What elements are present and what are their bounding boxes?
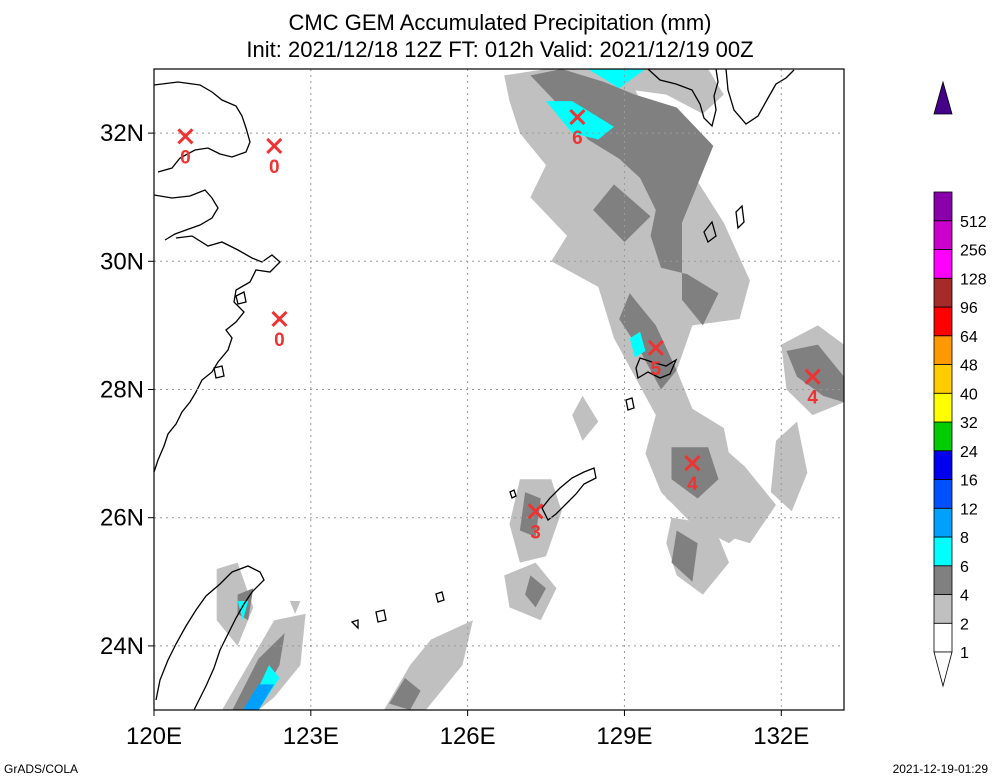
colorbar-swatch bbox=[933, 277, 953, 308]
chart-subtitle: Init: 2021/12/18 12Z FT: 012h Valid: 202… bbox=[246, 37, 754, 62]
y-tick-label: 26N bbox=[100, 505, 144, 532]
coastline-kyushu bbox=[647, 69, 719, 128]
colorbar-label: 256 bbox=[960, 243, 987, 260]
coastline-small-islands bbox=[213, 291, 635, 630]
station-markers: 0 0 0 6 5 4 4 3 bbox=[177, 109, 821, 543]
colorbar-swatch bbox=[933, 220, 953, 250]
station-marker-x bbox=[177, 128, 194, 145]
coastline-taiwan bbox=[155, 565, 265, 710]
colorbar-swatch bbox=[933, 191, 953, 222]
station-marker-x bbox=[647, 339, 664, 356]
y-tick-label: 32N bbox=[100, 120, 144, 147]
precip-area-1-2-1 bbox=[603, 69, 724, 114]
precip-area-2-4-23 bbox=[389, 678, 421, 710]
colorbar-label: 8 bbox=[960, 530, 969, 547]
precip-area-2-4-14 bbox=[593, 184, 651, 243]
precip-area-2-4-22 bbox=[232, 633, 285, 710]
colorbar-arrow-bottom bbox=[933, 651, 953, 688]
colorbar-label: 96 bbox=[960, 300, 978, 317]
coastline-okinawa bbox=[541, 467, 597, 521]
colorbar-label: 16 bbox=[960, 473, 978, 490]
colorbar-swatch bbox=[933, 622, 953, 653]
colorbar-label: 12 bbox=[960, 501, 978, 518]
colorbar-swatch bbox=[933, 392, 953, 423]
colorbar-label: 32 bbox=[960, 415, 978, 432]
colorbar-label: 1 bbox=[960, 645, 969, 662]
colorbar-arrow-top bbox=[933, 80, 953, 115]
coastlines bbox=[154, 69, 795, 710]
station-value-label: 0 bbox=[180, 147, 191, 168]
coastline-shikoku bbox=[725, 69, 795, 125]
colorbar-swatch bbox=[933, 364, 953, 394]
station-value-label: 0 bbox=[269, 157, 280, 178]
x-tick-label: 126E bbox=[440, 723, 496, 750]
colorbar-swatch bbox=[933, 565, 953, 595]
station-marker-x bbox=[684, 455, 701, 472]
precip-area-4-6-25 bbox=[587, 69, 646, 89]
y-tick-label: 24N bbox=[100, 633, 144, 660]
colorbar-label: 40 bbox=[960, 386, 978, 403]
precip-area-2-4-16 bbox=[671, 447, 719, 499]
colorbar-swatch bbox=[933, 507, 953, 538]
colorbar-swatch bbox=[933, 594, 953, 624]
grid-lines bbox=[154, 69, 844, 710]
axes: 120E 123E 126E 129E 132E 24N 26N 28N 30N 32N bbox=[100, 120, 809, 750]
colorbar-label: 64 bbox=[960, 329, 978, 346]
precip-area-1-2-9 bbox=[572, 395, 599, 441]
colorbar-label: 512 bbox=[960, 214, 987, 231]
station-marker-x bbox=[271, 310, 288, 328]
colorbar-label: 48 bbox=[960, 358, 978, 375]
colorbar-swatch bbox=[933, 536, 953, 567]
colorbar-label: 6 bbox=[960, 559, 969, 576]
colorbar-label: 128 bbox=[960, 271, 987, 288]
precip-area-1-2-8 bbox=[770, 421, 808, 512]
y-tick-label: 28N bbox=[100, 377, 144, 404]
footer-credit: GrADS/COLA bbox=[4, 762, 79, 776]
x-tick-label: 129E bbox=[596, 723, 652, 750]
x-tick-label: 120E bbox=[126, 723, 182, 750]
precip-area-2-4-19 bbox=[525, 575, 546, 608]
station-marker-x bbox=[804, 368, 821, 385]
station-value-label: 4 bbox=[687, 474, 698, 495]
colorbar-label: 2 bbox=[960, 616, 969, 633]
station-marker-x bbox=[527, 503, 544, 520]
coastline-amami bbox=[635, 357, 678, 380]
precip-area-4-6-27 bbox=[237, 601, 249, 621]
precip-area-2-4-17 bbox=[671, 530, 698, 582]
colorbar-swatch bbox=[933, 479, 953, 509]
precip-area-4-6-26 bbox=[629, 331, 646, 358]
y-tick-label: 30N bbox=[100, 248, 144, 275]
precip-area-1-2-10 bbox=[216, 562, 254, 646]
x-tick-label: 123E bbox=[283, 723, 339, 750]
x-tick-label: 132E bbox=[753, 723, 809, 750]
colorbar-swatch bbox=[933, 306, 953, 337]
colorbar-swatch bbox=[933, 450, 953, 480]
colorbar-swatch bbox=[933, 421, 953, 452]
coastline-china bbox=[154, 81, 281, 473]
chart-title: CMC GEM Accumulated Precipitation (mm) bbox=[288, 10, 712, 35]
colorbar-swatch bbox=[933, 335, 953, 365]
station-value-label: 5 bbox=[651, 359, 662, 380]
colorbar-label: 4 bbox=[960, 588, 969, 605]
station-marker-x bbox=[266, 137, 283, 154]
footer-timestamp: 2021-12-19-01:29 bbox=[892, 762, 988, 776]
station-value-label: 4 bbox=[807, 388, 818, 409]
colorbar-swatch bbox=[933, 249, 953, 279]
station-value-label: 3 bbox=[530, 522, 541, 543]
colorbar-label: 24 bbox=[960, 444, 978, 461]
station-value-label: 6 bbox=[572, 128, 583, 149]
precip-area-1-2-12 bbox=[289, 601, 301, 614]
precip-area-6-8-29 bbox=[242, 684, 275, 710]
precip-areas bbox=[216, 69, 844, 710]
coastline-tanegashima bbox=[703, 204, 745, 244]
station-value-label: 0 bbox=[274, 330, 285, 351]
station-marker-x bbox=[569, 109, 586, 126]
